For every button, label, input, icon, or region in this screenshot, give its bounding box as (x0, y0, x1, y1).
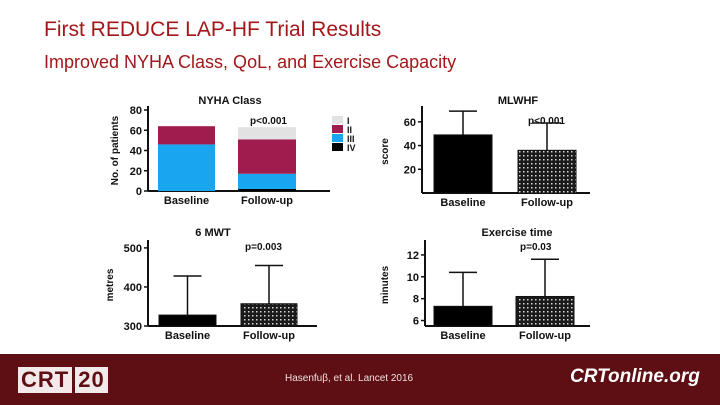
x-category-label: Baseline (440, 330, 485, 342)
y-axis-label: metres (105, 268, 116, 301)
slide-title: First REDUCE LAP-HF Trial Results (44, 18, 382, 41)
y-tick-label: 300 (124, 321, 142, 333)
bar-baseline (433, 305, 493, 327)
y-axis-label: score (380, 138, 391, 165)
legend-swatch-iv (332, 143, 343, 151)
chart-title: 6 MWT (195, 227, 231, 239)
slide-subtitle: Improved NYHA Class, QoL, and Exercise C… (44, 52, 457, 72)
bar-segment-iii (158, 144, 215, 191)
bar-segment-i (238, 127, 296, 140)
crt-logo-year: 20 (75, 367, 108, 393)
bar-follow-up (515, 295, 575, 327)
y-tick-label: 80 (130, 105, 142, 117)
nyha-chart: NYHA Class No. of patients 0 20 40 60 80 Baseli… (110, 95, 356, 207)
y-tick-label: 6 (413, 316, 419, 328)
y-tick-label: 500 (124, 243, 142, 255)
p-value-label: p=0.03 (520, 242, 552, 253)
chart-title: MLWHF (498, 95, 539, 107)
citation-text: Hasenfuβ, et al. Lancet 2016 (285, 373, 414, 384)
x-category-label: Follow-up (241, 195, 293, 207)
bar-follow-up (517, 149, 577, 194)
legend-swatch-iii (332, 134, 343, 142)
y-tick-label: 10 (407, 272, 419, 284)
y-tick-label: 12 (407, 250, 419, 262)
p-value-label: p=0.003 (245, 242, 282, 253)
bar-segment-ii (158, 126, 215, 145)
p-value-label: p<0.001 (528, 116, 565, 127)
chart-title: NYHA Class (198, 95, 261, 107)
x-category-label: Follow-up (519, 330, 571, 342)
crt-logo-text: CRT (18, 367, 73, 393)
y-tick-label: 40 (130, 146, 142, 158)
x-category-label: Follow-up (243, 330, 295, 342)
x-category-label: Baseline (440, 197, 485, 209)
y-tick-label: 0 (136, 186, 142, 198)
y-tick-label: 40 (404, 141, 416, 153)
y-tick-label: 60 (404, 117, 416, 129)
smwt-chart: 6 MWT metres 300 400 500 Baseline Follow-up p=0… (105, 227, 317, 342)
bar-baseline (158, 314, 217, 327)
bar-segment-iii (238, 173, 296, 189)
extime-chart: Exercise time minutes 6 8 10 12 Baseline Follow… (380, 227, 590, 342)
bar-segment-ii (238, 139, 296, 174)
mlwhf-chart: MLWHF score 20 40 60 Baseline Follow-up p<0.001 (380, 95, 590, 209)
legend-label: III (347, 134, 355, 144)
legend-swatch-i (332, 116, 343, 124)
y-axis-label: minutes (380, 265, 391, 304)
y-tick-label: 400 (124, 282, 142, 294)
legend-label: I (347, 116, 350, 126)
y-tick-label: 20 (130, 166, 142, 178)
legend-label: IV (347, 143, 356, 153)
bar-baseline (433, 134, 493, 194)
x-category-label: Follow-up (521, 197, 573, 209)
crtonline-logo: CRTonline.org (570, 366, 700, 387)
y-axis-label: No. of patients (110, 115, 121, 185)
legend-label: II (347, 125, 352, 135)
y-tick-label: 8 (413, 294, 419, 306)
crt20-logo: CRT 20 (18, 365, 111, 395)
y-tick-label: 60 (130, 125, 142, 137)
x-category-label: Baseline (164, 195, 209, 207)
x-category-label: Baseline (165, 330, 210, 342)
footer-bar: CRT 20 Hasenfuβ, et al. Lancet 2016 CRTo… (0, 354, 720, 405)
chart-title: Exercise time (482, 227, 553, 239)
legend-swatch-ii (332, 125, 343, 133)
y-tick-label: 20 (404, 164, 416, 176)
bar-follow-up (240, 303, 298, 327)
bar-segment-iv (238, 188, 296, 191)
p-value-label: p<0.001 (250, 116, 287, 127)
